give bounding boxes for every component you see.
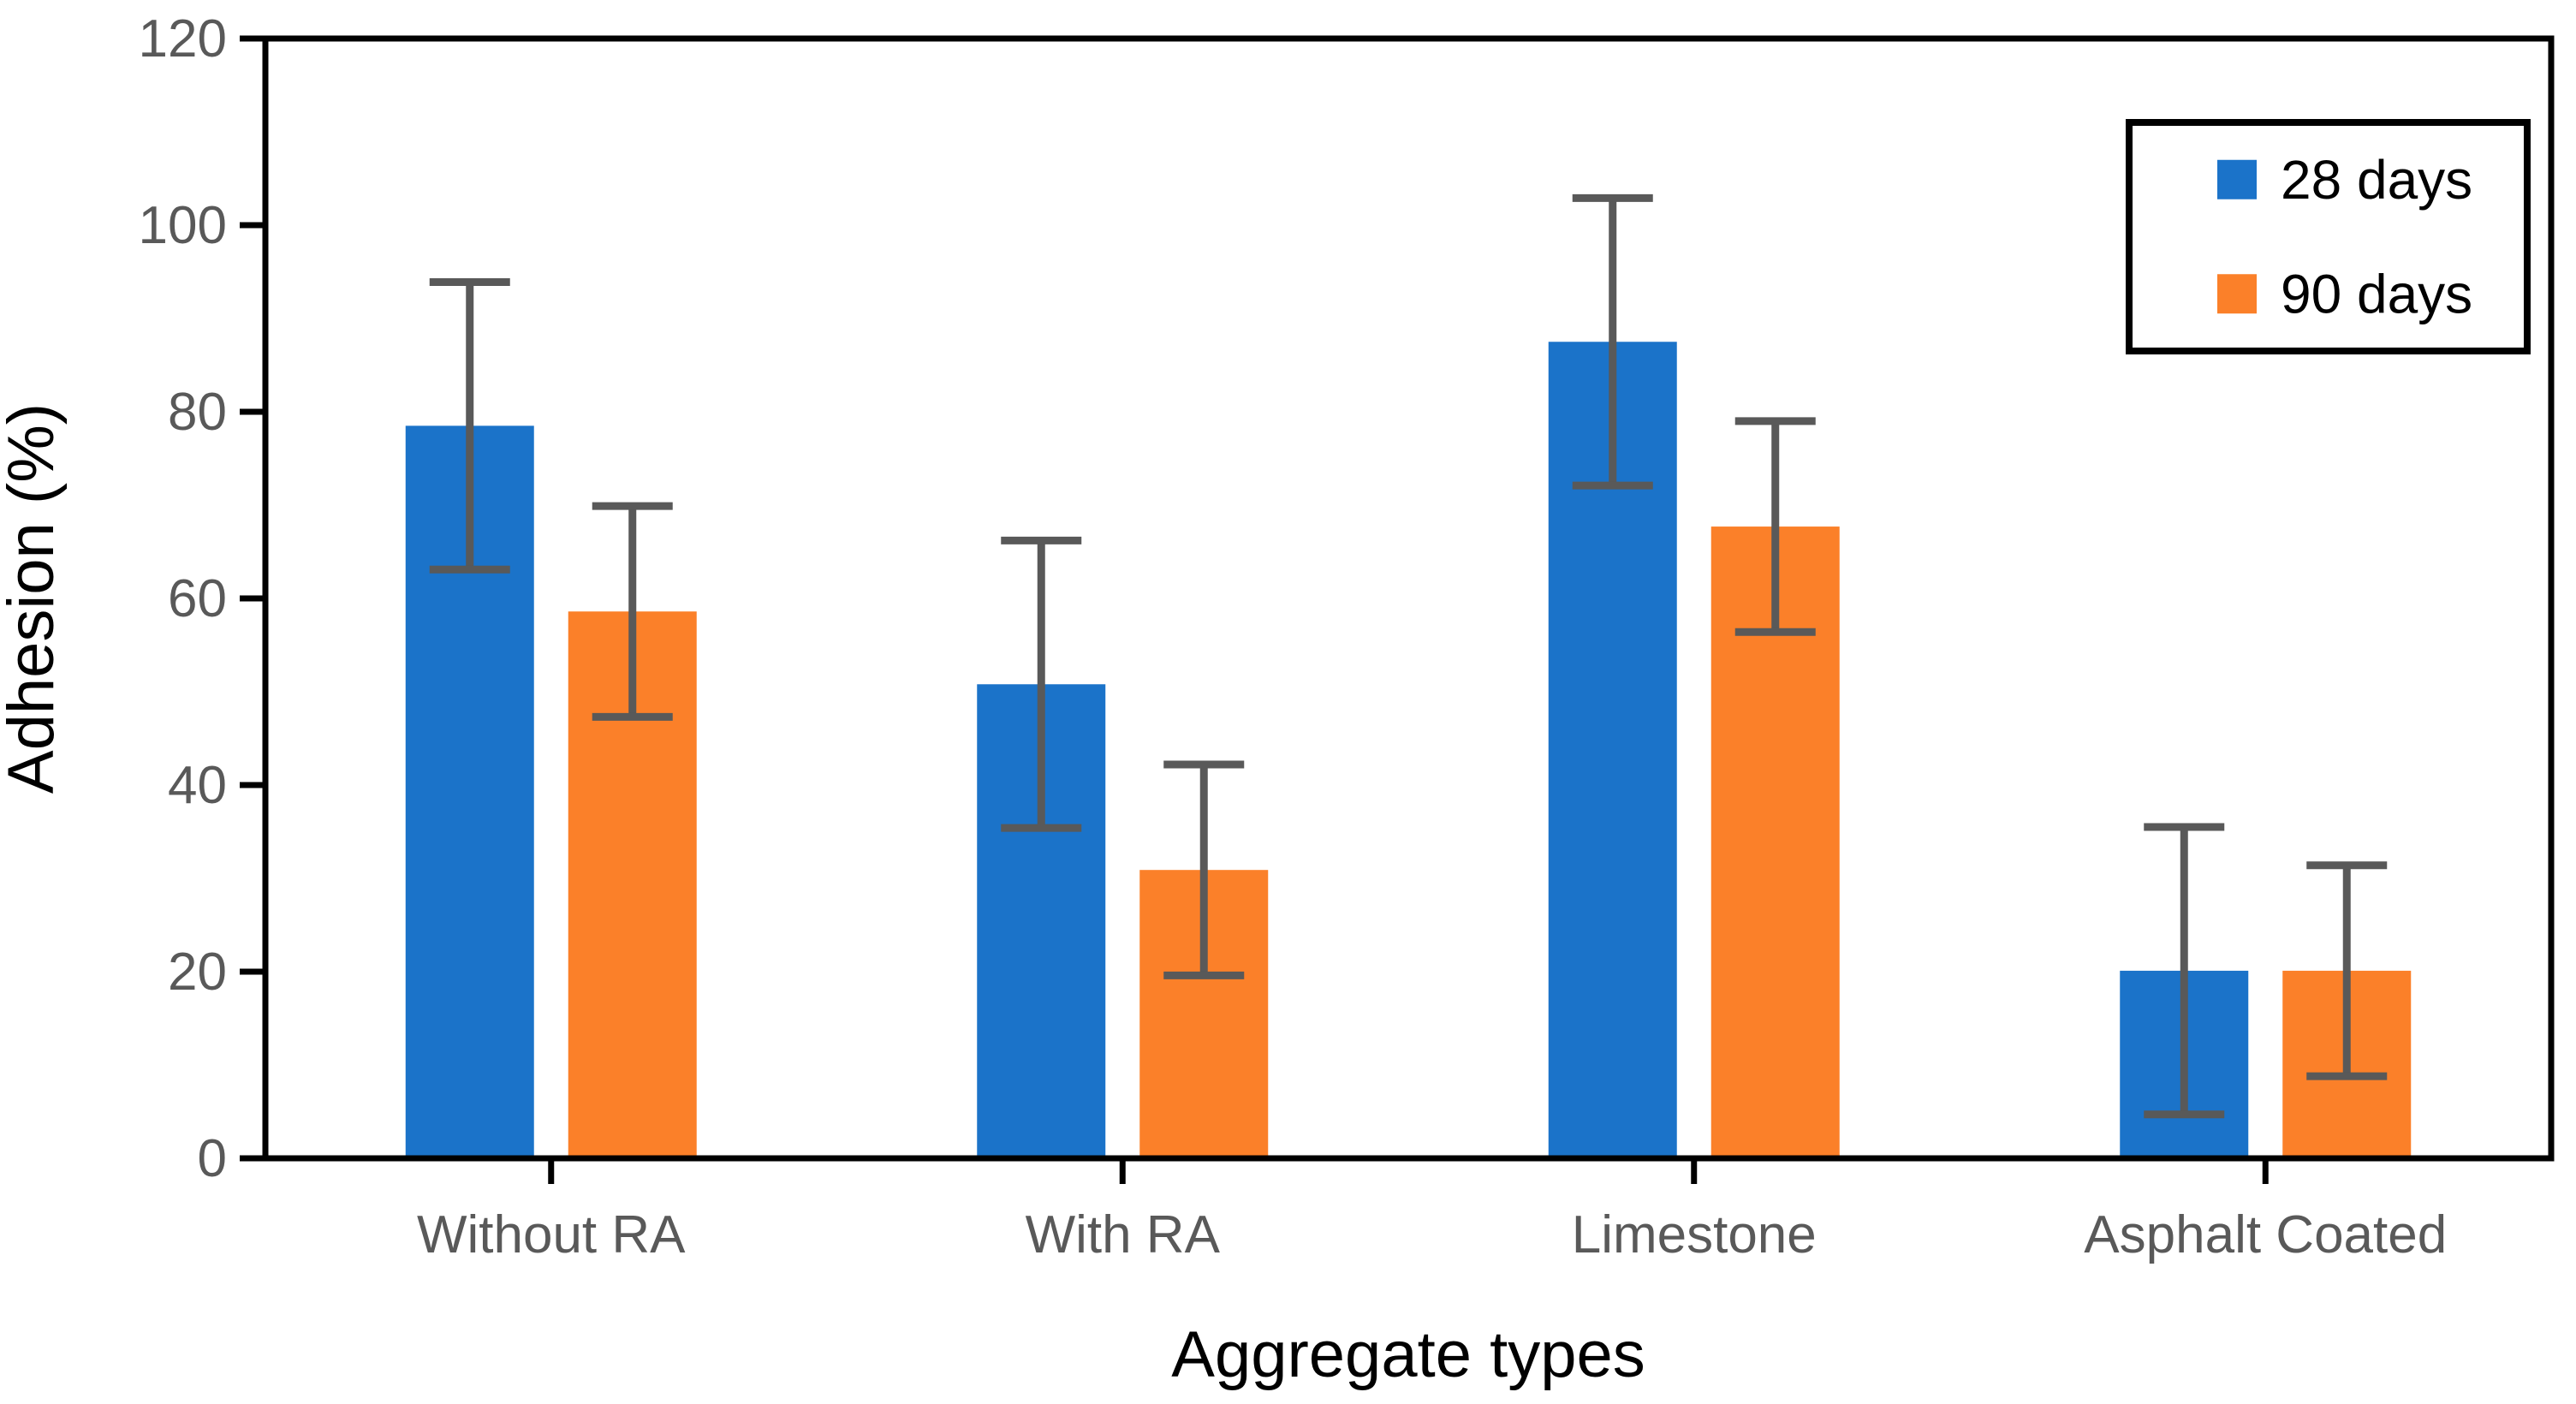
y-tick-label-80: 80 bbox=[168, 383, 227, 442]
x-axis-title: Aggregate types bbox=[1171, 1318, 1645, 1391]
legend-label-28-days: 28 days bbox=[2281, 149, 2472, 211]
x-category-label-with-ra: With RA bbox=[1026, 1205, 1221, 1264]
y-tick-label-60: 60 bbox=[168, 569, 227, 628]
y-tick-label-20: 20 bbox=[168, 943, 227, 1002]
error-bars-group bbox=[429, 193, 2388, 1119]
y-tick-label-100: 100 bbox=[139, 196, 227, 255]
legend-swatch-90-days bbox=[2217, 274, 2257, 314]
y-axis-ticks-group: 0 20 40 60 80 100 120 bbox=[139, 9, 265, 1188]
legend-box bbox=[2126, 119, 2531, 354]
x-category-label-without-ra: Without RA bbox=[417, 1205, 686, 1264]
y-tick-label-120: 120 bbox=[139, 9, 227, 68]
x-axis-ticks-group: Without RA With RA Limestone Asphalt Coated bbox=[417, 1158, 2447, 1264]
x-category-label-limestone: Limestone bbox=[1572, 1205, 1817, 1264]
legend: 28 days 90 days bbox=[2126, 119, 2531, 354]
x-category-label-asphalt-coated: Asphalt Coated bbox=[2084, 1205, 2447, 1264]
y-axis-title: Adhesion (%) bbox=[0, 403, 68, 794]
y-tick-label-40: 40 bbox=[168, 756, 227, 815]
legend-swatch-28-days bbox=[2217, 159, 2257, 199]
plot-frame bbox=[262, 35, 2555, 1162]
y-tick-label-0: 0 bbox=[198, 1129, 227, 1188]
legend-label-90-days: 90 days bbox=[2281, 263, 2472, 324]
